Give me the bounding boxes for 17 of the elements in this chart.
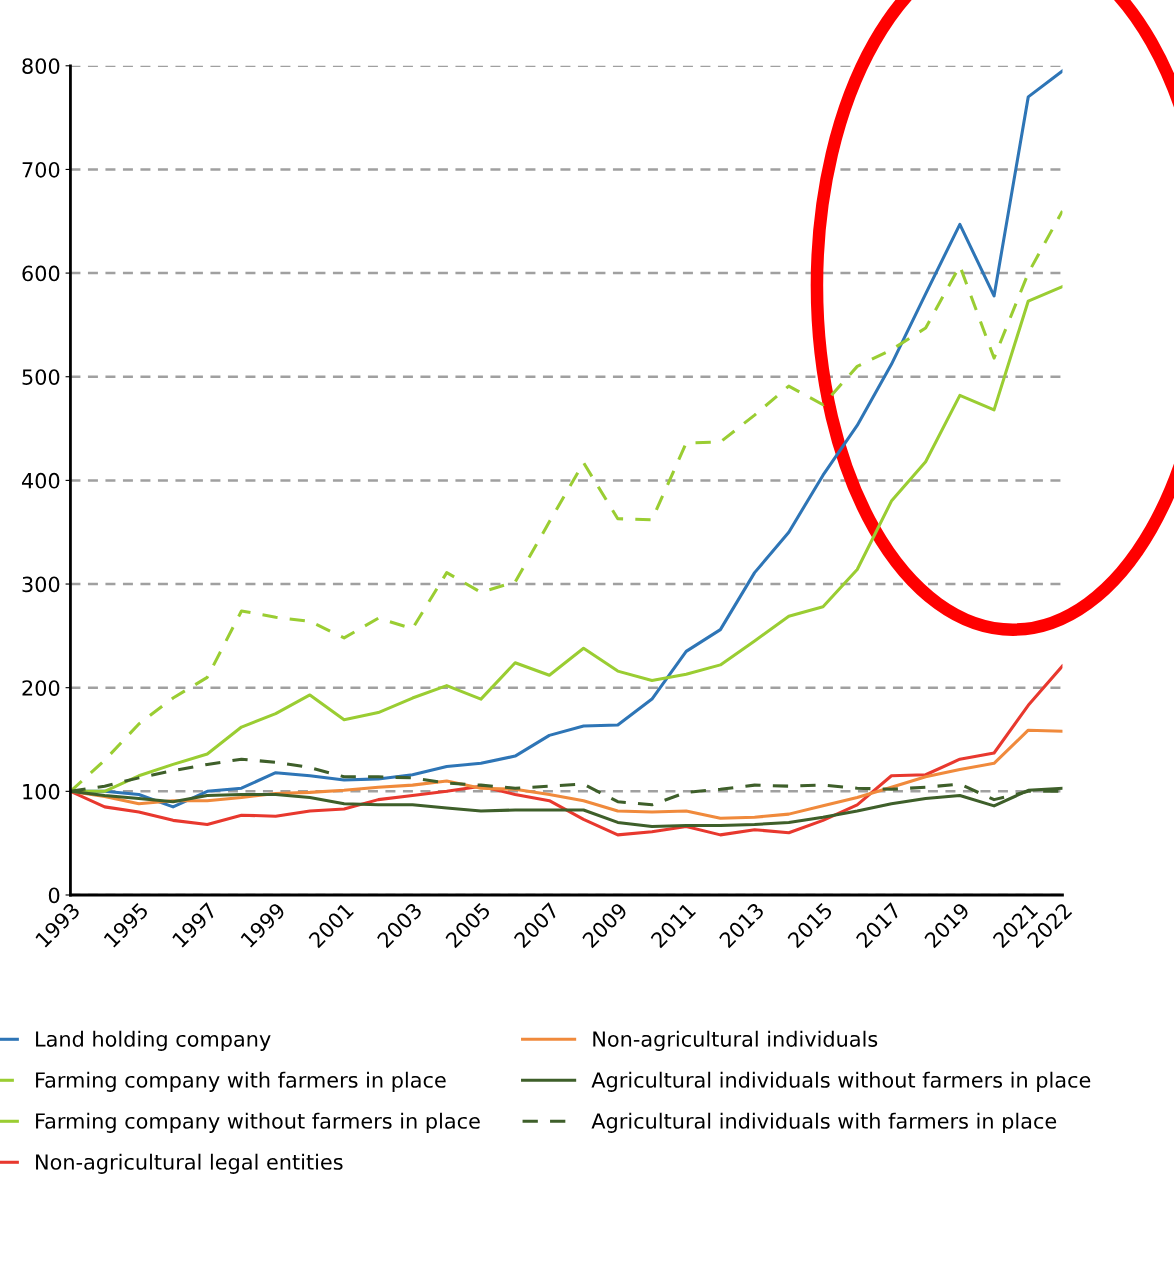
y-tick-label: 200 bbox=[22, 680, 60, 696]
y-tick-label: 0 bbox=[48, 887, 60, 904]
y-tick-label: 600 bbox=[22, 265, 60, 282]
legend-label: Farming company without farmers in place bbox=[36, 1112, 480, 1133]
legend-label: Land holding company bbox=[36, 1030, 271, 1051]
y-tick-label: 100 bbox=[23, 783, 60, 800]
legend-label: Non-agricultural legal entities bbox=[36, 1153, 343, 1174]
y-tick-label: 800 bbox=[22, 58, 60, 74]
legend-label: Non-agricultural individuals bbox=[593, 1030, 878, 1051]
y-tick-label: 500 bbox=[22, 369, 60, 385]
legend-label: Agricultural individuals with farmers in place bbox=[591, 1112, 1057, 1133]
line-series bbox=[70, 664, 1063, 837]
y-tick-label: 300 bbox=[22, 576, 60, 593]
y-tick-label: 700 bbox=[22, 161, 60, 178]
legend-label: Farming company with farmers in place bbox=[36, 1071, 446, 1092]
legend-label: Agricultural individuals without farmers in place bbox=[591, 1071, 1091, 1092]
y-tick-label: 400 bbox=[21, 472, 60, 489]
